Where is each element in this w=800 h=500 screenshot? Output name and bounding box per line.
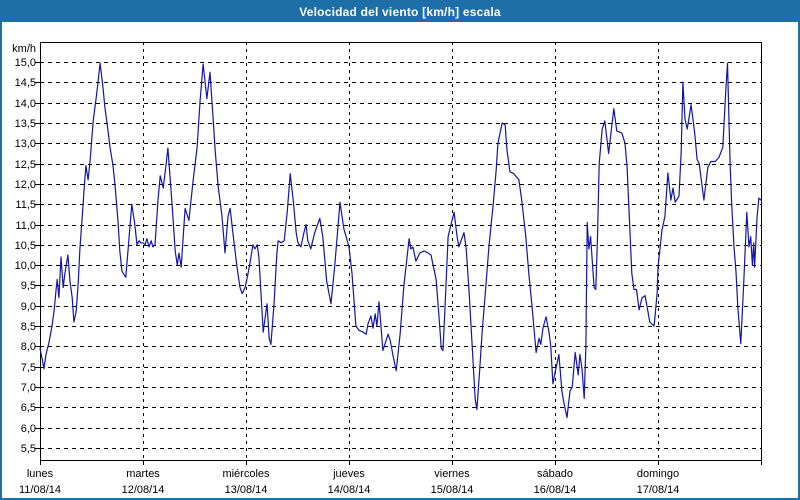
y-tick-label: 13,0 [15,138,36,150]
y-tick-label: 9,5 [21,280,36,292]
y-tick-label: 13,5 [15,118,36,130]
y-axis-unit-label: km/h [12,43,36,55]
y-tick-label: 14,5 [15,77,36,89]
y-tick-label: 6,0 [21,423,36,435]
day-name-label: sábado [537,468,573,480]
chart-title: Velocidad del viento [km/h] escala [299,5,501,19]
day-name-label: miércoles [222,468,270,480]
day-date-label: 15/08/14 [431,484,474,496]
day-name-label: martes [126,468,160,480]
y-tick-label: 11,0 [15,220,36,232]
y-tick-label: 7,5 [21,362,36,374]
wind-speed-line [39,62,762,419]
y-tick-label: 15,0 [15,57,36,69]
y-tick-label: 5,5 [21,443,36,455]
y-tick-label: 9,0 [21,301,36,313]
day-labels: lunes 11/08/14 martes 12/08/14 miércoles 13/0… [19,468,679,496]
x-gridlines [40,42,762,465]
day-date-label: 11/08/14 [19,484,61,496]
y-gridlines [35,62,761,449]
y-tick-label: 8,0 [21,341,36,353]
day-name-label: viernes [434,468,470,480]
y-axis-tick-labels: 15,0 14,5 14,0 13,5 13,0 12,5 12,0 11,5 11,0 10,5… [15,57,36,455]
y-tick-label: 7,0 [21,382,36,394]
plot-border [40,42,762,461]
y-tick-label: 12,0 [15,179,36,191]
day-name-label: lunes [27,468,54,480]
day-date-label: 16/08/14 [534,484,577,496]
y-tick-label: 12,5 [15,159,36,171]
y-tick-label: 11,5 [15,199,36,211]
day-date-label: 12/08/14 [122,484,165,496]
day-date-label: 14/08/14 [328,484,371,496]
day-name-label: domingo [637,468,679,480]
day-name-label: jueves [332,468,365,480]
day-date-label: 17/08/14 [637,484,680,496]
y-tick-label: 6,5 [21,402,36,414]
y-tick-label: 8,5 [21,321,36,333]
y-tick-label: 10,0 [15,260,36,272]
day-date-label: 13/08/14 [225,484,268,496]
chart-title-bar: Velocidad del viento [km/h] escala [2,2,798,22]
y-tick-label: 10,5 [15,240,36,252]
y-tick-label: 14,0 [15,98,36,110]
